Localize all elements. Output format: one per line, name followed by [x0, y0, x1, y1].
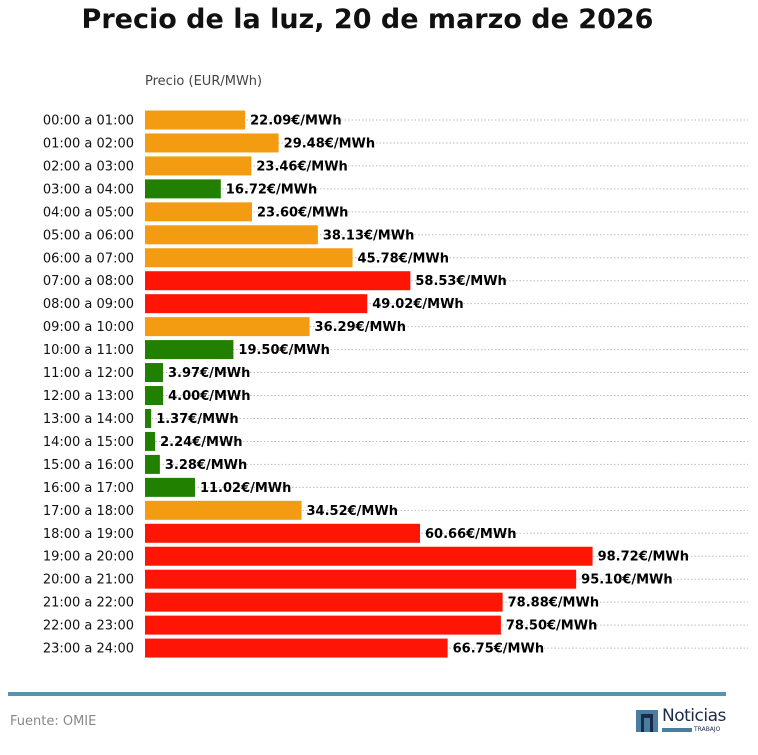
chart-title: Precio de la luz, 20 de marzo de 2026 [81, 4, 654, 35]
data-label: 19.50€/MWh [238, 343, 329, 358]
bar [145, 179, 221, 199]
bar [145, 615, 501, 635]
footer-divider [8, 692, 726, 696]
category-tick-label: 14:00 a 15:00 [43, 435, 134, 450]
bar [145, 340, 234, 360]
category-tick-label: 21:00 a 22:00 [43, 596, 134, 611]
category-tick-label: 23:00 a 24:00 [43, 642, 134, 657]
category-tick-label: 17:00 a 18:00 [43, 504, 134, 519]
category-tick-label: 10:00 a 11:00 [43, 343, 134, 358]
data-label: 16.72€/MWh [226, 182, 317, 197]
bar [145, 454, 160, 474]
data-label: 29.48€/MWh [284, 136, 375, 151]
bar [145, 363, 163, 383]
category-tick-label: 22:00 a 23:00 [43, 619, 134, 634]
data-label: 3.97€/MWh [168, 366, 250, 381]
bar [145, 317, 310, 337]
source-note: Fuente: OMIE [10, 714, 97, 729]
category-tick-label: 11:00 a 12:00 [43, 366, 134, 381]
bar [145, 500, 302, 520]
bar [145, 248, 353, 268]
data-label: 60.66€/MWh [425, 527, 516, 542]
category-tick-label: 03:00 a 04:00 [43, 182, 134, 197]
noticias-trabajo-logo: Noticias TRABAJO [636, 706, 731, 736]
bar [145, 202, 252, 222]
bar [145, 477, 195, 497]
bar [145, 225, 318, 245]
data-label: 3.28€/MWh [165, 458, 247, 473]
category-tick-label: 13:00 a 14:00 [43, 412, 134, 427]
data-label: 4.00€/MWh [168, 389, 250, 404]
category-tick-label: 06:00 a 07:00 [43, 251, 134, 266]
logo-text: Noticias [662, 706, 726, 726]
bar [145, 569, 577, 589]
bar [145, 271, 411, 291]
category-tick-label: 16:00 a 17:00 [43, 481, 134, 496]
data-label: 2.24€/MWh [160, 435, 242, 450]
data-label: 34.52€/MWh [307, 504, 398, 519]
category-tick-label: 04:00 a 05:00 [43, 205, 134, 220]
data-label: 11.02€/MWh [200, 481, 291, 496]
category-tick-label: 05:00 a 06:00 [43, 228, 134, 243]
data-label: 49.02€/MWh [372, 297, 463, 312]
category-tick-label: 19:00 a 20:00 [43, 550, 134, 565]
data-label: 38.13€/MWh [323, 228, 414, 243]
category-tick-label: 18:00 a 19:00 [43, 527, 134, 542]
category-tick-label: 01:00 a 02:00 [43, 136, 134, 151]
category-tick-label: 20:00 a 21:00 [43, 573, 134, 588]
data-label: 78.88€/MWh [508, 596, 599, 611]
data-label: 45.78€/MWh [358, 251, 449, 266]
data-label: 98.72€/MWh [598, 550, 689, 565]
category-tick-label: 00:00 a 01:00 [43, 114, 134, 129]
bar [145, 523, 421, 543]
data-label: 66.75€/MWh [453, 642, 544, 657]
bar [145, 294, 368, 314]
bar [145, 156, 252, 176]
data-label: 23.46€/MWh [256, 159, 347, 174]
category-tick-label: 08:00 a 09:00 [43, 297, 134, 312]
bar [145, 546, 593, 566]
logo-bar [662, 728, 692, 732]
category-tick-label: 07:00 a 08:00 [43, 274, 134, 289]
bar [145, 592, 503, 612]
bar [145, 431, 156, 451]
category-tick-label: 09:00 a 10:00 [43, 320, 134, 335]
logo-subtext: TRABAJO [694, 726, 721, 733]
bar [145, 408, 152, 428]
bar [145, 638, 448, 658]
data-label: 58.53€/MWh [415, 274, 506, 289]
category-tick-label: 12:00 a 13:00 [43, 389, 134, 404]
data-label: 23.60€/MWh [257, 205, 348, 220]
data-label: 1.37€/MWh [156, 412, 238, 427]
axis-label: Precio (EUR/MWh) [145, 74, 263, 89]
data-label: 36.29€/MWh [315, 320, 406, 335]
data-label: 95.10€/MWh [581, 573, 672, 588]
data-label: 22.09€/MWh [250, 114, 341, 129]
category-tick-label: 15:00 a 16:00 [43, 458, 134, 473]
logo-n-icon [636, 710, 658, 732]
bar [145, 133, 279, 153]
bar [145, 110, 246, 130]
bar [145, 386, 164, 406]
data-label: 78.50€/MWh [506, 619, 597, 634]
category-tick-label: 02:00 a 03:00 [43, 159, 134, 174]
bar-chart: 00:00 a 01:00 22.09€/MWh 01:00 a 02:00 29.4… [43, 110, 748, 658]
